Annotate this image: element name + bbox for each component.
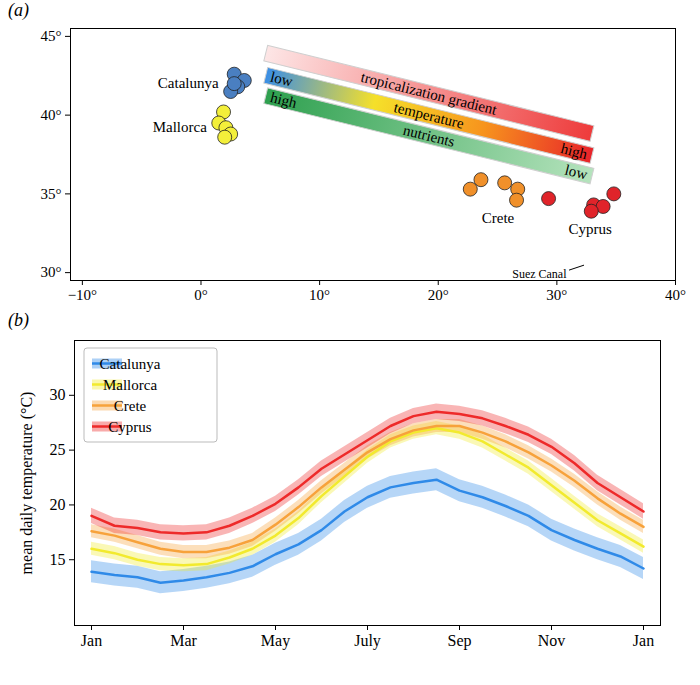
- svg-text:temperature: temperature: [392, 99, 466, 132]
- svg-text:20°: 20°: [428, 287, 449, 303]
- svg-text:low: low: [269, 69, 295, 90]
- svg-text:30°: 30°: [41, 264, 62, 280]
- svg-text:30: 30: [50, 386, 66, 403]
- svg-text:low: low: [563, 162, 589, 183]
- svg-text:20: 20: [50, 496, 66, 513]
- svg-text:Mallorca: Mallorca: [153, 119, 207, 135]
- svg-text:45°: 45°: [41, 28, 62, 44]
- svg-text:nutrients: nutrients: [401, 122, 456, 150]
- svg-text:May: May: [261, 632, 290, 650]
- svg-text:high: high: [269, 89, 299, 111]
- svg-text:Catalunya: Catalunya: [158, 75, 219, 91]
- svg-text:15: 15: [50, 551, 66, 568]
- svg-text:Jan: Jan: [633, 632, 654, 649]
- svg-text:Mar: Mar: [170, 632, 197, 649]
- svg-text:35°: 35°: [41, 186, 62, 202]
- svg-text:Cyprus: Cyprus: [108, 419, 152, 435]
- svg-text:−10°: −10°: [68, 287, 97, 303]
- html-text:(a): (a): [8, 0, 29, 20]
- svg-text:Cyprus: Cyprus: [568, 221, 612, 237]
- svg-text:tropicalization gradient: tropicalization gradient: [359, 68, 499, 118]
- html-text:(b): (b): [8, 310, 29, 330]
- svg-text:high: high: [559, 140, 589, 162]
- svg-text:40°: 40°: [41, 107, 62, 123]
- svg-text:10°: 10°: [309, 287, 330, 303]
- svg-text:Crete: Crete: [482, 210, 515, 226]
- svg-text:Jan: Jan: [81, 632, 102, 649]
- svg-text:Sep: Sep: [448, 632, 472, 650]
- svg-text:Nov: Nov: [538, 632, 566, 649]
- svg-text:Crete: Crete: [114, 398, 147, 414]
- svg-text:Catalunya: Catalunya: [100, 356, 161, 372]
- svg-text:Suez Canal: Suez Canal: [512, 267, 567, 281]
- svg-text:30°: 30°: [546, 287, 567, 303]
- svg-text:25: 25: [50, 441, 66, 458]
- svg-text:0°: 0°: [194, 287, 208, 303]
- svg-text:July: July: [354, 632, 381, 650]
- svg-text:Mallorca: Mallorca: [103, 377, 157, 393]
- svg-text:mean daily temperature (°C): mean daily temperature (°C): [18, 392, 36, 575]
- svg-text:40°: 40°: [665, 287, 686, 303]
